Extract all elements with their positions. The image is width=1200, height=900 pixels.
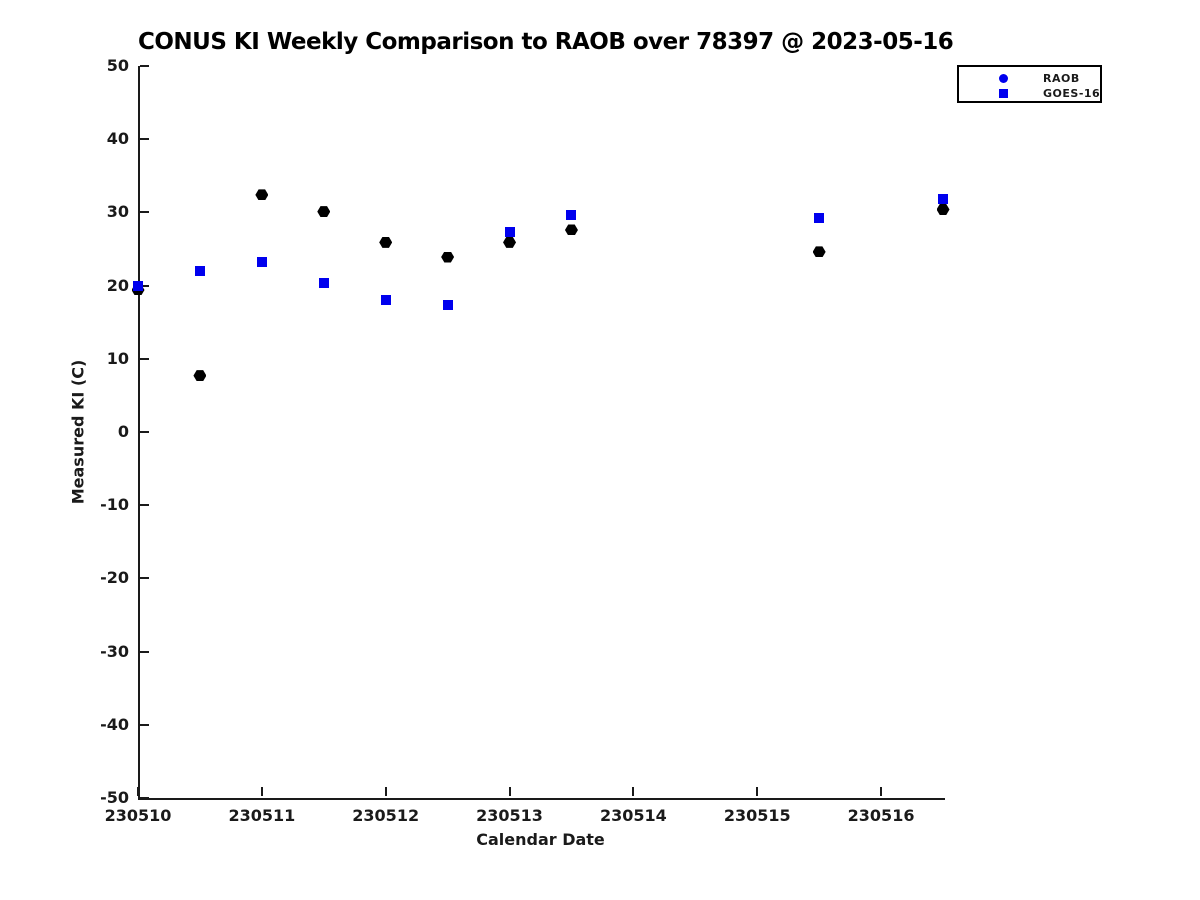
raob-point [936,203,950,215]
y-tick-label: -20 [100,568,129,588]
x-tick-mark [880,787,883,796]
x-axis-label: Calendar Date [476,830,605,849]
y-tick-mark [140,65,149,67]
x-tick-label: 230515 [723,806,791,825]
goes-16-point [380,295,391,306]
x-tick-label: 230513 [476,806,543,825]
x-tick-label: 230510 [104,806,172,825]
y-tick-label: 20 [106,275,129,295]
y-tick-label: -30 [100,641,129,661]
y-tick-label: -40 [100,714,129,734]
y-tick-mark [140,650,149,653]
x-tick-mark [137,787,139,796]
raob-point [441,251,455,263]
goes-16-point [133,280,143,291]
raob-point [564,224,578,236]
y-tick-label: -10 [100,495,129,515]
y-tick-label: -50 [100,788,129,807]
legend-label: RAOB [1043,71,1080,85]
raob-point [812,246,826,258]
x-tick-mark [756,787,759,796]
x-tick-label: 230512 [352,806,420,825]
y-tick-mark [140,504,149,507]
y-tick-mark [140,431,149,433]
raob-point [503,236,517,248]
goes-16-point [566,210,577,221]
x-tick-mark [384,787,387,796]
legend: RAOB GOES-16 [957,65,1102,103]
y-tick-mark [140,138,149,141]
y-tick-mark [140,211,149,214]
y-tick-mark [140,357,149,360]
goes-16-point [318,277,329,288]
y-tick-mark [140,577,149,580]
raob-point [379,236,393,248]
y-tick-label: 30 [106,202,129,222]
y-tick-label: 50 [106,56,129,75]
plot-area [138,66,945,800]
x-tick-mark [260,787,263,796]
goes-16-point [504,227,515,238]
chart-title: CONUS KI Weekly Comparison to RAOB over … [138,29,954,55]
y-axis-label: Measured KI (C) [68,359,88,505]
x-tick-mark [632,787,635,796]
goes-16-point [194,265,205,276]
goes-16-point [938,194,948,205]
goes-16-point [256,257,267,268]
y-tick-label: 40 [106,129,129,149]
raob-point [317,206,331,218]
x-tick-label: 230514 [599,806,667,825]
raob-point [193,370,207,382]
legend-label: GOES-16 [1043,86,1101,100]
x-tick-label: 230511 [228,806,296,825]
legend-square-icon [999,88,1008,98]
x-tick-label: 230516 [847,806,915,825]
goes-16-point [814,212,825,223]
y-tick-mark [140,797,149,799]
y-tick-mark [140,723,149,726]
y-tick-label: 0 [117,422,129,441]
legend-circle-icon [999,73,1008,83]
y-tick-mark [140,284,149,287]
x-tick-mark [508,787,511,796]
raob-point [255,189,269,201]
y-tick-label: 10 [106,348,129,368]
goes-16-point [442,300,453,311]
